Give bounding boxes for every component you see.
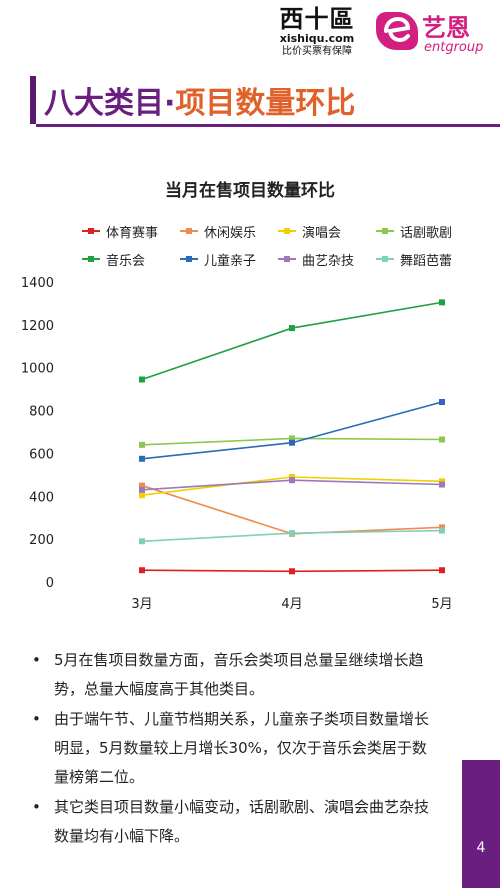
y-tick-label: 1000 [21,362,54,377]
commentary-text: 其它类目项目数量小幅变动，话剧歌剧、演唱会曲艺杂技数量均有小幅下降。 [54,798,430,845]
legend-swatch [180,228,198,234]
y-tick-label: 0 [46,576,54,591]
data-point [139,538,145,545]
data-point [439,478,445,485]
legend-label: 休闲娱乐 [204,226,257,241]
entgroup-logo-name: 艺恩 [422,14,470,42]
page-number-tab: 4 [462,760,500,888]
data-point [139,455,145,462]
bullet-icon: • [32,651,41,669]
x-tick-label: 3月 [131,597,152,612]
legend-label: 演唱会 [302,226,342,241]
data-point [439,524,445,531]
legend-marker [88,228,94,234]
data-point [289,325,295,332]
x-tick-label: 4月 [281,597,302,612]
commentary-text: 5月在售项目数量方面，音乐会类项目总量呈继续增长趋势，总量大幅度高于其他类目。 [54,651,424,698]
chart-title: 当月在售项目数量环比 [165,181,335,201]
data-point [439,399,445,405]
y-tick-label: 800 [29,405,54,420]
series-line [141,484,443,535]
commentary-item: • 其它类目项目数量小幅变动，话剧歌剧、演唱会曲艺杂技数量均有小幅下降。 [28,793,432,851]
data-point [439,527,445,534]
legend-swatch [376,256,394,262]
entgroup-logo: 艺恩 entgroup [376,6,494,58]
bullet-icon: • [32,798,41,816]
commentary-text: 由于端午节、儿童节档期关系，儿童亲子类项目数量增长明显，5月数量较上月增长30%… [54,710,430,786]
legend-marker [382,256,388,262]
xishiqu-logo-slogan: 比价买票有保障 [282,46,352,57]
entgroup-logo-name-en: entgroup [424,40,484,55]
line-chart: 0 200 400 600 800 1000 1200 1400 3月 4月 5月 [21,276,453,612]
x-tick-label: 5月 [431,597,452,612]
data-point [289,477,295,484]
data-point [289,568,295,575]
title-accent-bar [30,76,36,124]
slide-title-part1: 八大类目· [44,86,176,121]
data-point [439,567,445,574]
data-point [139,492,145,499]
slide-title-part2: 项目数量环比 [175,86,356,121]
page-number: 4 [476,840,486,856]
legend-swatch [278,228,296,234]
y-tick-label: 1400 [21,276,54,291]
legend-marker [186,256,192,262]
legend-label: 舞蹈芭蕾 [400,254,453,269]
y-tick-label: 1200 [21,319,54,334]
legend-label: 音乐会 [106,254,146,269]
xishiqu-logo-url: xishiqu.com [279,32,355,45]
data-point [139,486,145,493]
xishiqu-logo: 西十區 xishiqu.com 比价买票有保障 [262,6,372,59]
legend-swatch [376,228,394,234]
series-line [141,301,443,381]
y-tick-label: 600 [29,447,54,462]
legend-marker [186,228,192,234]
legend-marker [284,256,290,262]
data-point [439,436,445,443]
slide-title: 八大类目·项目数量环比 [44,78,355,122]
slide-title-bar: 八大类目·项目数量环比 [0,76,500,127]
legend-marker [284,228,290,234]
legend-marker [382,228,388,234]
legend-swatch [82,228,100,234]
data-point [289,439,295,446]
legend-label: 体育赛事 [106,226,159,241]
data-point [439,299,445,306]
xishiqu-logo-name: 西十區 [279,4,355,33]
commentary-list: • 5月在售项目数量方面，音乐会类项目总量呈继续增长趋势，总量大幅度高于其他类目。… [28,646,432,852]
commentary-item: • 由于端午节、儿童节档期关系，儿童亲子类项目数量增长明显，5月数量较上月增长30… [28,705,432,792]
data-point [139,441,145,448]
y-tick-label: 400 [29,490,54,505]
legend-swatch [180,256,198,262]
title-underline [36,124,500,127]
legend-label: 儿童亲子 [204,254,257,269]
data-point [439,481,445,488]
y-tick-label: 200 [29,533,54,548]
data-point [139,482,145,489]
legend-swatch [82,256,100,262]
data-point [289,435,295,442]
data-point [139,567,145,574]
legend-label: 话剧歌剧 [400,226,453,241]
commentary-item: • 5月在售项目数量方面，音乐会类项目总量呈继续增长趋势，总量大幅度高于其他类目。 [28,646,432,704]
bullet-icon: • [32,710,41,728]
legend-marker [88,256,94,262]
data-point [139,376,145,383]
legend-label: 曲艺杂技 [302,254,355,269]
legend-swatch [278,256,296,262]
entgroup-logo-icon [376,12,418,50]
data-point [289,530,295,537]
series-line [141,401,443,460]
data-point [289,474,295,480]
